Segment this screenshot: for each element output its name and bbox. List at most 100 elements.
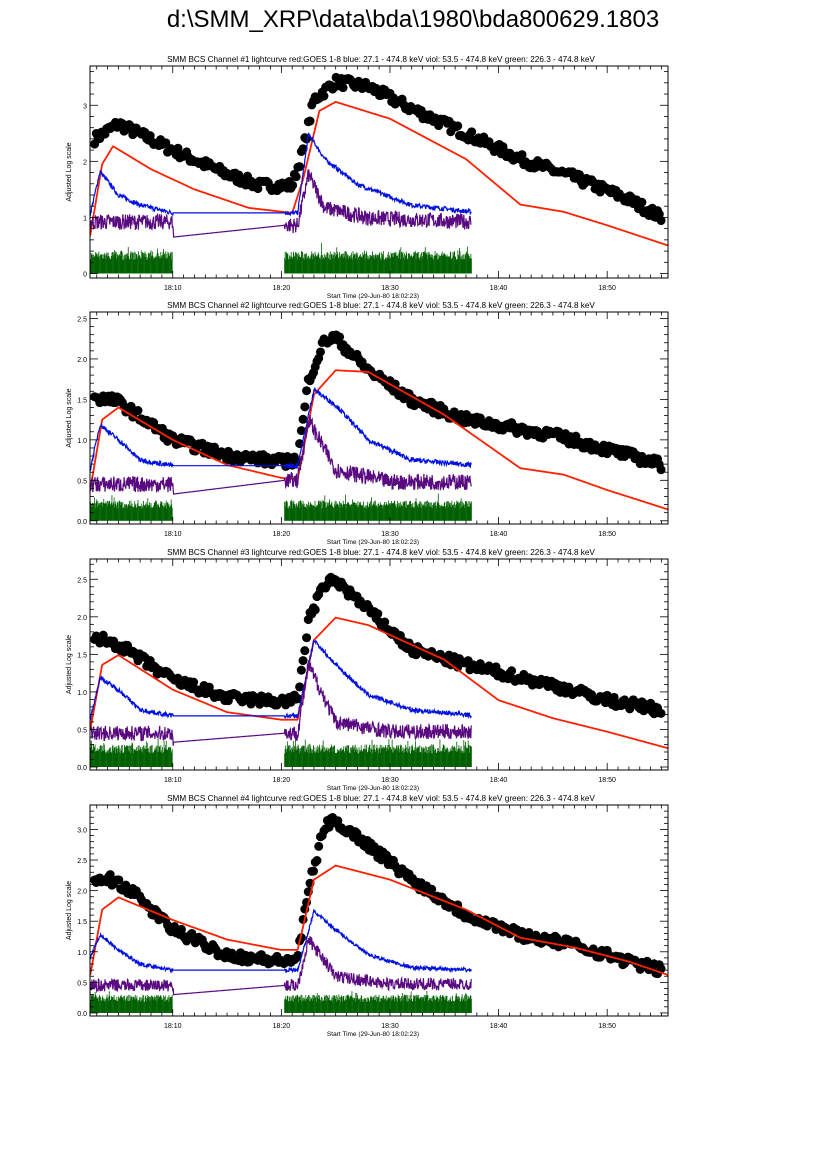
series-violet-line — [90, 660, 472, 746]
y-tick-label: 2.0 — [77, 357, 87, 364]
data-point — [517, 150, 527, 160]
data-point — [373, 609, 383, 619]
data-point — [295, 162, 305, 172]
y-tick-label: 1.0 — [77, 690, 87, 697]
data-point — [293, 950, 303, 960]
series-green — [90, 737, 472, 767]
y-tick-label: 2 — [83, 159, 87, 166]
x-tick-label: 18:50 — [598, 1023, 616, 1030]
x-tick-label: 18:10 — [164, 531, 182, 538]
chart-panel-1: 18:10 18:20 18:30 18:40 18:50 0 1 2 3 SMM BCS Cha… — [66, 55, 669, 300]
x-tick-label: 18:20 — [273, 531, 291, 538]
y-tick-label: 1.0 — [77, 438, 87, 445]
data-point — [300, 646, 310, 656]
plot-area — [90, 813, 668, 1013]
y-tick-label: 0.5 — [77, 727, 87, 734]
data-point — [507, 666, 517, 676]
data-point — [656, 708, 666, 718]
x-tick-label: 18:30 — [381, 1023, 399, 1030]
data-point — [352, 828, 362, 838]
series-green — [90, 493, 472, 521]
data-point — [133, 406, 143, 416]
page-title: d:\SMM_XRP\data\bda\1980\bda800629.1803 — [166, 6, 660, 33]
data-point — [335, 332, 345, 342]
series-violet-line — [90, 935, 472, 996]
series-green — [90, 243, 472, 274]
data-point — [121, 880, 131, 890]
data-point — [314, 841, 324, 851]
data-point — [293, 694, 303, 704]
series-blue-line — [90, 387, 472, 472]
data-point — [302, 633, 312, 643]
y-tick-label: 3 — [83, 103, 87, 110]
x-tick-label: 18:30 — [381, 285, 399, 292]
x-tick-label: 18:40 — [490, 531, 508, 538]
series-goes-line — [90, 616, 668, 750]
data-point — [296, 426, 306, 436]
x-axis-label: Start Time (29-Jun-80 18:02:23) — [327, 1031, 419, 1038]
chart-panel-3: 18:10 18:20 18:30 18:40 18:50 0.0 0.5 1.0 1.5 2.0… — [66, 548, 669, 792]
series-black-dots — [90, 813, 666, 979]
data-point — [291, 172, 301, 182]
panel-title: SMM BCS Channel #1 lightcurve red:GOES 1… — [167, 55, 595, 64]
panel-title: SMM BCS Channel #3 lightcurve red:GOES 1… — [167, 548, 595, 557]
data-point — [173, 143, 183, 153]
y-tick-label: 2.5 — [77, 316, 87, 323]
data-point — [319, 91, 329, 101]
x-tick-label: 18:40 — [490, 1023, 508, 1030]
series-goes-line — [90, 864, 668, 976]
data-point — [380, 617, 390, 627]
chart-panel-4: 18:10 18:20 18:30 18:40 18:50 0.0 0.5 1.0 1.5 2.0… — [66, 794, 669, 1038]
x-tick-label: 18:10 — [164, 777, 182, 784]
data-point — [298, 414, 308, 424]
x-tick-label: 18:20 — [273, 777, 291, 784]
series-black-dots — [90, 330, 666, 475]
y-tick-label: 0.0 — [77, 1011, 87, 1018]
data-point — [300, 402, 310, 412]
series-violet-line — [90, 415, 472, 495]
data-point — [288, 180, 298, 190]
plot-area — [90, 330, 668, 521]
x-tick-label: 18:30 — [381, 777, 399, 784]
data-point — [189, 677, 199, 687]
x-axis-label: Start Time (29-Jun-80 18:02:23) — [327, 293, 419, 300]
data-point — [338, 83, 348, 93]
data-point — [656, 465, 666, 475]
data-point — [114, 875, 124, 885]
x-tick-label: 18:10 — [164, 285, 182, 292]
y-tick-label: 0.5 — [77, 980, 87, 987]
data-point — [295, 682, 305, 692]
data-point — [209, 442, 219, 452]
y-tick-label: 2.5 — [77, 577, 87, 584]
series-goes-line — [90, 100, 668, 247]
data-point — [315, 347, 325, 357]
data-point — [309, 866, 319, 876]
data-point — [298, 144, 308, 154]
data-point — [427, 884, 437, 894]
x-tick-label: 18:50 — [598, 777, 616, 784]
y-axis-label: Adjusted Log scale — [66, 388, 73, 447]
y-tick-label: 0.0 — [77, 765, 87, 772]
x-tick-label: 18:30 — [381, 531, 399, 538]
x-tick-label: 18:20 — [273, 1023, 291, 1030]
y-tick-label: 0.5 — [77, 478, 87, 485]
plot-frame — [89, 558, 669, 771]
y-tick-label: 1.5 — [77, 397, 87, 404]
series-black-dots — [90, 72, 666, 226]
data-point — [453, 121, 463, 131]
data-point — [161, 138, 171, 148]
data-point — [149, 418, 159, 428]
series-violet-line — [90, 169, 472, 238]
plot-frame — [89, 311, 669, 525]
y-axis-label: Adjusted Log scale — [66, 142, 73, 201]
data-point — [637, 197, 647, 207]
data-point — [574, 170, 584, 180]
x-tick-label: 18:20 — [273, 285, 291, 292]
x-axis-label: Start Time (29-Jun-80 18:02:23) — [327, 785, 419, 792]
data-point — [305, 116, 315, 126]
y-tick-label: 1.0 — [77, 950, 87, 957]
series-blue-line — [90, 132, 472, 217]
series-goes-line — [90, 369, 668, 511]
y-axis-label: Adjusted Log scale — [66, 635, 73, 694]
x-tick-label: 18:10 — [164, 1023, 182, 1030]
